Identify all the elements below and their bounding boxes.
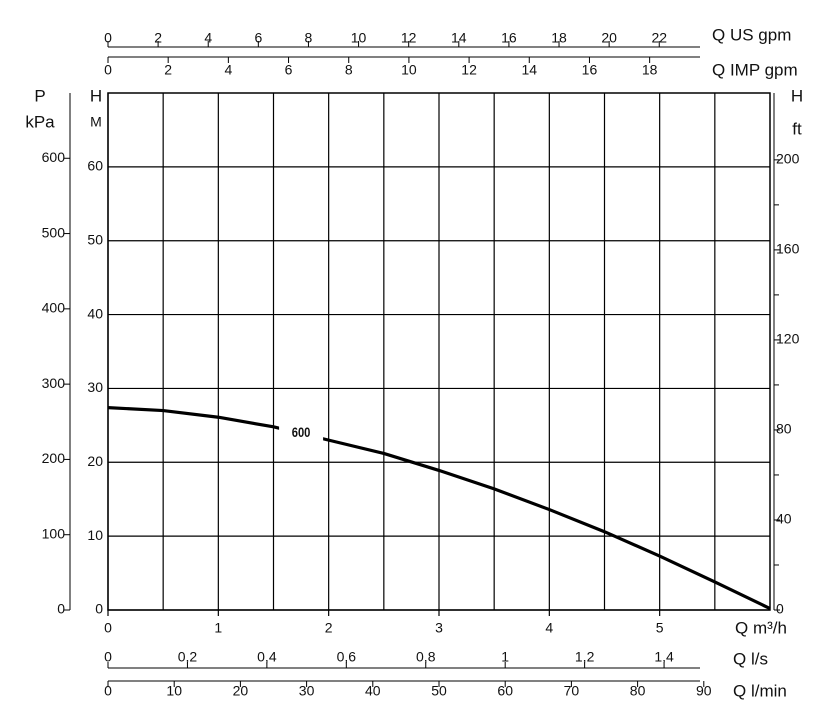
axis-tick-label: 80 [630,683,646,699]
axis-title: P [34,86,45,105]
axis-tick-label: 1,2 [575,649,595,665]
axis-tick-label: 50 [431,683,447,699]
axis-tick-label: 30 [299,683,315,699]
axis-tick-label: 70 [564,683,580,699]
axis-tick-label: 16 [501,30,517,46]
axis-tick-label: 1,4 [654,649,674,665]
axis-tick-label: 14 [451,30,467,46]
axis-title: Q l/s [733,649,768,668]
axis-tick-label: 10 [166,683,182,699]
axis-tick-label: 0 [104,683,112,699]
axis-tick-label: 200 [42,450,66,466]
axis-tick-label: 10 [351,30,367,46]
axis-tick-label: 4 [224,62,232,78]
axis-tick-label: 22 [651,30,667,46]
y-tick-label: 20 [87,453,103,469]
axis-tick-label: 8 [345,62,353,78]
axis-tick-label: 0 [57,601,65,617]
x-tick-label: 0 [104,620,112,636]
axis-tick-label: 0,4 [257,649,277,665]
axis-tick-label: 6 [254,30,262,46]
y-tick-label: 50 [87,231,103,247]
y-axis-unit: M [90,114,102,130]
axis-tick-label: 400 [42,300,66,316]
x-tick-label: 4 [545,620,553,636]
x-axis-title: Q m³/h [735,618,787,637]
axis-title: Q IMP gpm [712,60,798,79]
axis-tick-label: 18 [551,30,567,46]
axis-tick-label: 12 [461,62,477,78]
axis-tick-label: 10 [401,62,417,78]
y-axis-title: H [90,86,102,105]
axis-tick-label: 600 [42,149,66,165]
axis-tick-label: 14 [521,62,537,78]
axis-tick-label: 6 [285,62,293,78]
axis-tick-label: 120 [776,331,800,347]
axis-tick-label: 2 [154,30,162,46]
axis-tick-label: 1 [501,649,509,665]
axis-unit: ft [792,119,802,138]
y-tick-label: 10 [87,527,103,543]
axis-tick-label: 0 [776,601,784,617]
axis-tick-label: 0,2 [178,649,198,665]
axis-tick-label: 90 [696,683,712,699]
axis-tick-label: 16 [582,62,598,78]
axis-tick-label: 80 [776,421,792,437]
axis-tick-label: 200 [776,151,800,167]
axis-tick-label: 0,8 [416,649,436,665]
curve-label-bg [279,420,324,447]
axis-tick-label: 0,6 [337,649,357,665]
axis-tick-label: 8 [305,30,313,46]
axis-tick-label: 20 [601,30,617,46]
axis-tick-label: 18 [642,62,658,78]
y-tick-label: 30 [87,379,103,395]
x-tick-label: 3 [435,620,443,636]
axis-tick-label: 2 [164,62,172,78]
axis-tick-label: 12 [401,30,417,46]
y-tick-label: 0 [95,601,103,617]
axis-tick-label: 500 [42,224,66,240]
axis-tick-label: 20 [233,683,249,699]
curve-label: 600 [292,425,311,440]
axis-tick-label: 300 [42,375,66,391]
axis-tick-label: 40 [776,511,792,527]
axis-tick-label: 60 [497,683,513,699]
axis-tick-label: 4 [204,30,212,46]
axis-tick-label: 0 [104,649,112,665]
axis-tick-label: 0 [104,30,112,46]
y-tick-label: 40 [87,305,103,321]
axis-tick-label: 160 [776,241,800,257]
axis-title: Q l/min [733,681,787,700]
x-tick-label: 2 [325,620,333,636]
axis-title: Q US gpm [712,25,791,44]
y-tick-label: 60 [87,158,103,174]
x-tick-label: 1 [214,620,222,636]
axis-tick-label: 0 [104,62,112,78]
axis-title: H [791,86,803,105]
axis-unit: kPa [25,112,55,131]
x-tick-label: 5 [656,620,664,636]
pump-curve [107,406,771,610]
axis-tick-label: 40 [365,683,381,699]
axis-tick-label: 100 [42,525,66,541]
